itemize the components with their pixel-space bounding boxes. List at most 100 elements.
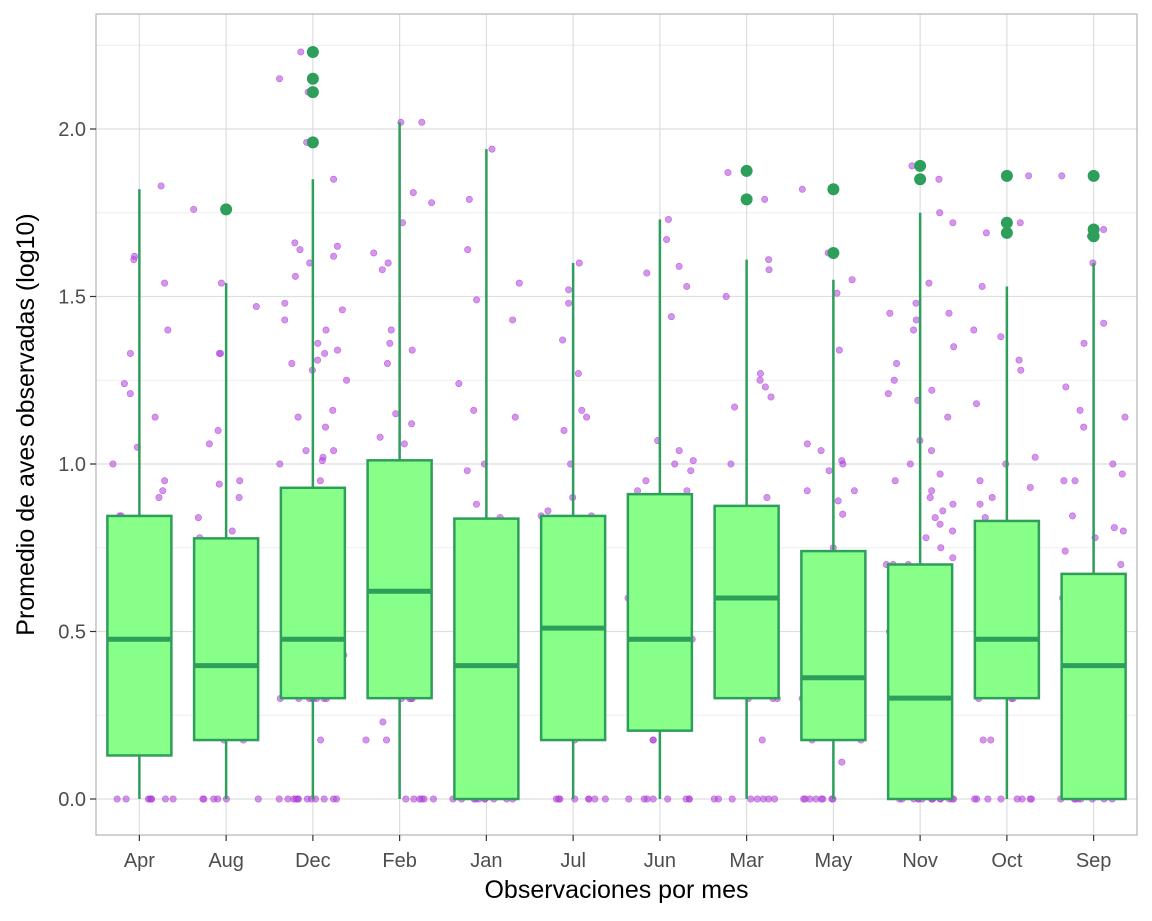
jitter-point <box>927 447 935 455</box>
jitter-point <box>912 299 920 307</box>
jitter-point <box>976 477 984 485</box>
jitter-point <box>362 736 370 744</box>
jitter-point <box>753 795 761 803</box>
box-jun <box>626 219 694 799</box>
jitter-point <box>625 795 633 803</box>
x-tick-label: May <box>814 850 852 872</box>
outlier-point <box>306 86 319 99</box>
jitter-point <box>386 339 394 347</box>
jitter-point <box>984 795 992 803</box>
box-iqr <box>366 459 433 700</box>
jitter-point <box>997 333 1005 341</box>
jitter-point <box>296 246 304 254</box>
jitter-point <box>294 413 302 421</box>
jitter-point <box>722 292 730 300</box>
y-axis: 0.0 0.5 1.0 1.5 2.0 <box>58 119 96 811</box>
box-jul <box>539 263 607 799</box>
jitter-point <box>387 326 395 334</box>
jitter-point <box>936 470 944 478</box>
jitter-point <box>649 736 657 744</box>
jitter-point <box>155 493 163 501</box>
jitter-point <box>288 359 296 367</box>
jitter-point <box>316 477 324 485</box>
y-tick-label: 1.5 <box>58 287 86 309</box>
jitter-point <box>935 175 943 183</box>
jitter-point <box>763 493 771 501</box>
jitter-point <box>939 507 947 515</box>
jitter-point <box>199 795 207 803</box>
jitter-point <box>1060 477 1068 485</box>
jitter-point <box>949 527 957 535</box>
jitter-point <box>464 246 472 254</box>
jitter-point <box>949 554 957 562</box>
jitter-point <box>408 420 416 428</box>
jitter-point <box>1109 460 1117 468</box>
jitter-point <box>886 309 894 317</box>
jitter-point <box>161 795 169 803</box>
jitter-point <box>1071 477 1079 485</box>
outlier-point <box>1000 216 1013 229</box>
x-tick-label: Nov <box>902 850 938 872</box>
jitter-point <box>912 316 920 324</box>
jitter-point <box>455 380 463 388</box>
jitter-point <box>649 795 657 803</box>
jitter-point <box>565 286 573 294</box>
box-iqr <box>106 514 173 757</box>
jitter-point <box>147 795 155 803</box>
box-sep <box>1060 169 1127 801</box>
jitter-point <box>297 48 305 56</box>
jitter-point <box>926 493 934 501</box>
boxes <box>106 45 1127 801</box>
box-iqr <box>279 486 347 700</box>
jitter-point <box>252 303 260 311</box>
jitter-point <box>803 487 811 495</box>
jitter-point <box>276 460 284 468</box>
jitter-point <box>320 795 328 803</box>
jitter-point <box>931 514 939 522</box>
jitter-point <box>314 356 322 364</box>
jitter-point <box>756 370 764 378</box>
jitter-point <box>164 326 172 334</box>
box-oct <box>973 169 1041 799</box>
jitter-point <box>410 795 418 803</box>
jitter-point <box>302 447 310 455</box>
jitter-point <box>971 795 979 803</box>
jitter-point <box>376 433 384 441</box>
jitter-point <box>205 440 213 448</box>
jitter-point <box>334 346 342 354</box>
jitter-point <box>982 229 990 237</box>
jitter-point <box>891 477 899 485</box>
jitter-point <box>987 736 995 744</box>
jitter-point <box>675 447 683 455</box>
jitter-point <box>281 299 289 307</box>
y-tick-label: 1.0 <box>58 454 86 476</box>
jitter-point <box>765 266 773 274</box>
jitter-point <box>126 349 134 357</box>
jitter-point <box>275 75 283 83</box>
outlier-point <box>1087 223 1100 236</box>
jitter-point <box>663 236 671 244</box>
jitter-point <box>884 390 892 398</box>
jitter-point <box>910 326 918 334</box>
outlier-point <box>827 183 840 196</box>
jitter-point <box>400 440 408 448</box>
box-mar <box>713 164 780 799</box>
jitter-point <box>418 118 426 126</box>
jitter-point <box>850 487 858 495</box>
jitter-point <box>384 259 392 267</box>
jitter-point <box>973 400 981 408</box>
jitter-point <box>1110 524 1118 532</box>
jitter-point <box>215 480 223 488</box>
jitter-point <box>151 413 159 421</box>
jitter-point <box>922 534 930 542</box>
jitter-point <box>383 736 391 744</box>
jitter-point <box>1118 470 1126 478</box>
outlier-point <box>306 136 319 149</box>
jitter-point <box>565 299 573 307</box>
jitter-point <box>937 544 945 552</box>
jitter-point <box>555 795 563 803</box>
jitter-point <box>511 413 519 421</box>
jitter-point <box>758 736 766 744</box>
jitter-point <box>214 426 222 434</box>
x-axis: Apr Aug Dec Feb Jan Jul Jun Mar May Nov Oct Sep <box>124 835 1111 872</box>
